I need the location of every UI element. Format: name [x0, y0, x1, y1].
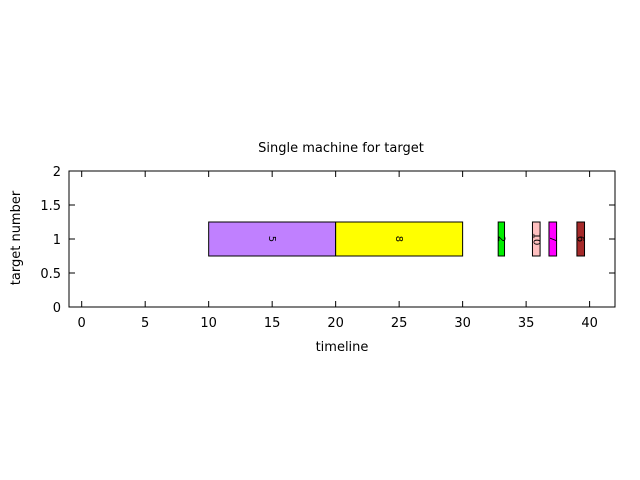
- task-bar-label: 6: [575, 236, 586, 242]
- y-tick-label: 0.5: [40, 267, 61, 282]
- x-tick-label: 40: [581, 316, 598, 331]
- task-bar-label: 10: [530, 233, 541, 246]
- task-bar: [335, 221, 464, 257]
- task-bar: [531, 221, 541, 257]
- task-bar-label: 2: [495, 236, 506, 242]
- x-axis-label: timeline: [316, 340, 369, 355]
- task-bar-label: 7: [547, 236, 558, 242]
- x-tick-label: 0: [78, 316, 86, 331]
- task-bar: [548, 221, 558, 257]
- x-tick-label: 10: [200, 316, 217, 331]
- task-bar-label: 5: [266, 236, 277, 242]
- y-tick-label: 1.5: [40, 199, 61, 214]
- x-tick-label: 20: [327, 316, 344, 331]
- y-axis-ticks: 0 0.5 1 1.5 2: [40, 165, 615, 316]
- y-tick-label: 2: [53, 165, 61, 180]
- chart-title: Single machine for target: [258, 141, 424, 156]
- y-axis-label: target number: [9, 190, 24, 285]
- x-tick-label: 15: [264, 316, 281, 331]
- x-tick-label: 5: [141, 316, 149, 331]
- x-axis-ticks: 0 5 10 15 20 25 30 35 40: [78, 171, 598, 331]
- x-tick-label: 30: [454, 316, 471, 331]
- task-bar: [576, 221, 586, 257]
- x-tick-label: 35: [518, 316, 535, 331]
- y-tick-label: 0: [53, 301, 61, 316]
- x-tick-label: 25: [391, 316, 408, 331]
- task-bar-label: 8: [393, 236, 404, 242]
- task-bars: 5 8 2 10 7 6: [208, 221, 586, 257]
- task-bar: [497, 221, 506, 257]
- y-tick-label: 1: [53, 233, 61, 248]
